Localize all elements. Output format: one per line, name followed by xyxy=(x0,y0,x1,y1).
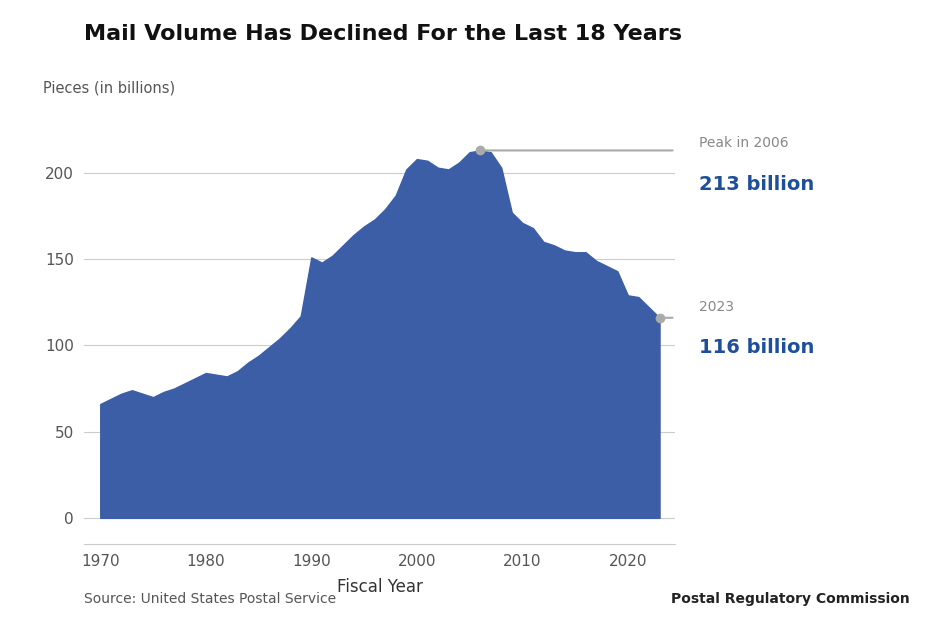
Text: Postal Regulatory Commission: Postal Regulatory Commission xyxy=(671,592,910,606)
Text: Mail Volume Has Declined For the Last 18 Years: Mail Volume Has Declined For the Last 18… xyxy=(84,24,683,44)
Text: 116 billion: 116 billion xyxy=(699,339,814,357)
Text: 2023: 2023 xyxy=(699,301,734,314)
Text: Peak in 2006: Peak in 2006 xyxy=(699,136,789,151)
Text: 213 billion: 213 billion xyxy=(699,174,814,194)
X-axis label: Fiscal Year: Fiscal Year xyxy=(337,578,423,596)
Text: Pieces (in billions): Pieces (in billions) xyxy=(43,80,175,95)
Text: Source: United States Postal Service: Source: United States Postal Service xyxy=(84,592,337,606)
